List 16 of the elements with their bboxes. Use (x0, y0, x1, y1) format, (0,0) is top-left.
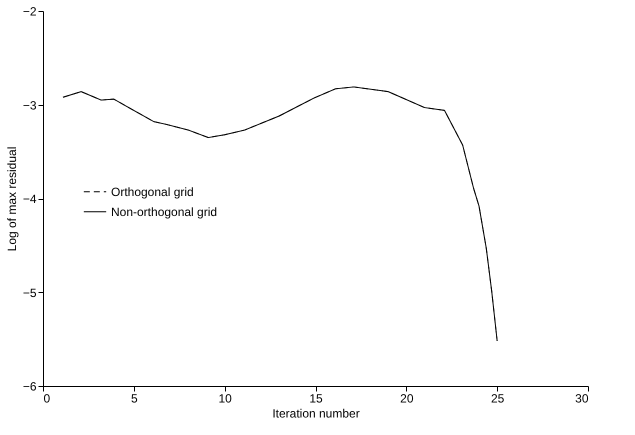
y-tick-label: −5 (22, 286, 37, 300)
y-axis-title: Log of max residual (4, 146, 19, 252)
y-tick-label: −6 (22, 380, 37, 394)
x-tick-label: 15 (309, 392, 323, 406)
x-tick-label: 5 (130, 392, 138, 406)
y-tick-label: −4 (22, 192, 37, 206)
y-tick-label: −2 (22, 4, 37, 18)
x-axis-title: Iteration number (272, 406, 360, 420)
x-tick-label: 0 (44, 392, 50, 406)
legend-label: Orthogonal grid (111, 184, 194, 199)
x-tick-label: 10 (218, 392, 232, 406)
x-tick-label: 25 (490, 392, 505, 406)
x-tick-label: 20 (400, 392, 414, 406)
y-tick-label: −3 (22, 98, 37, 112)
legend-label: Non-orthogonal grid (111, 204, 218, 219)
x-tick-label: 30 (575, 392, 589, 406)
